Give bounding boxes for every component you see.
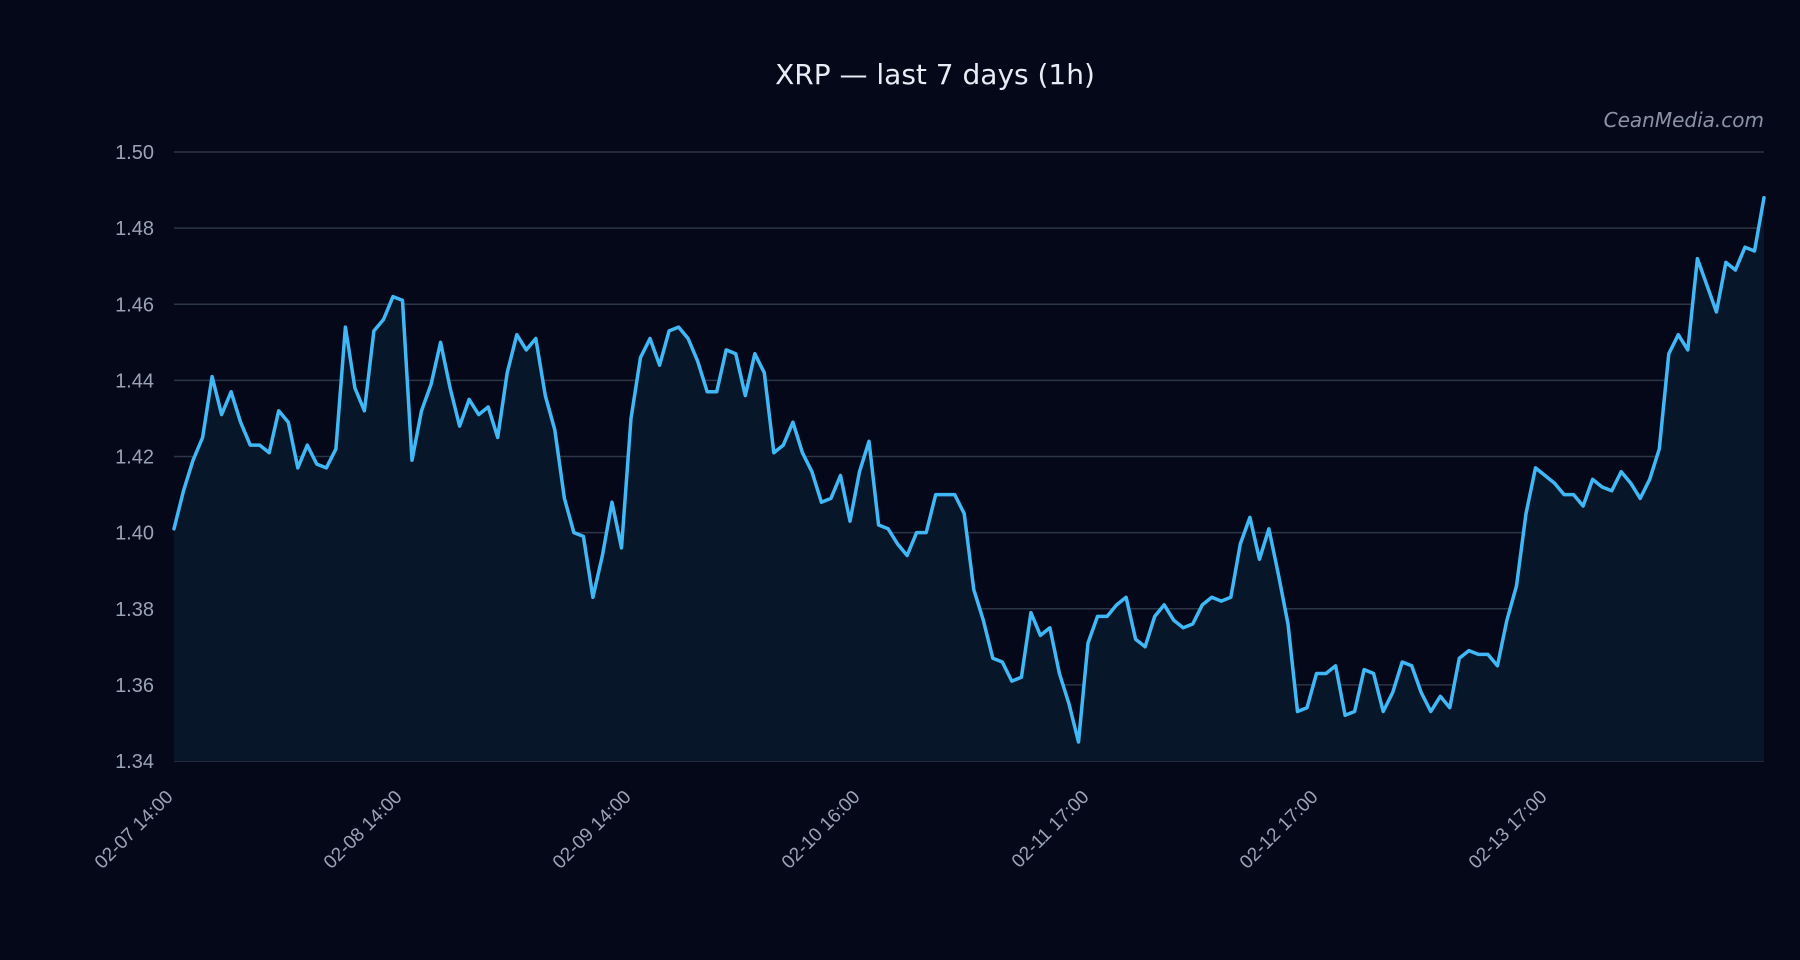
y-tick-label: 1.46 xyxy=(115,294,154,316)
x-tick-label: 02-09 14:00 xyxy=(549,787,636,874)
x-tick-label: 02-11 17:00 xyxy=(1008,787,1094,873)
x-tick-label: 02-13 17:00 xyxy=(1465,787,1552,874)
x-tick-label: 02-12 17:00 xyxy=(1236,787,1323,874)
y-tick-label: 1.50 xyxy=(115,142,154,164)
y-tick-label: 1.40 xyxy=(115,523,154,545)
y-tick-label: 1.42 xyxy=(115,447,154,469)
price-area xyxy=(174,197,1764,761)
y-tick-label: 1.48 xyxy=(115,218,154,240)
y-axis-ticks: 1.34 1.36 1.38 1.40 1.42 1.44 1.46 1.48 1.50 xyxy=(115,142,154,773)
y-tick-label: 1.34 xyxy=(115,751,154,773)
x-tick-label: 02-10 16:00 xyxy=(778,787,865,874)
x-tick-label: 02-08 14:00 xyxy=(320,787,407,874)
y-tick-label: 1.38 xyxy=(115,599,154,621)
y-tick-label: 1.44 xyxy=(115,370,154,392)
chart-title: XRP — last 7 days (1h) xyxy=(775,58,1095,91)
x-tick-label: 02-07 14:00 xyxy=(91,787,178,874)
y-tick-label: 1.36 xyxy=(115,675,154,697)
price-line xyxy=(172,195,1766,744)
x-axis-ticks: 02-07 14:00 02-08 14:00 02-09 14:00 02-10 1… xyxy=(91,787,1552,874)
watermark-text: CeanMedia.com xyxy=(1604,108,1764,132)
